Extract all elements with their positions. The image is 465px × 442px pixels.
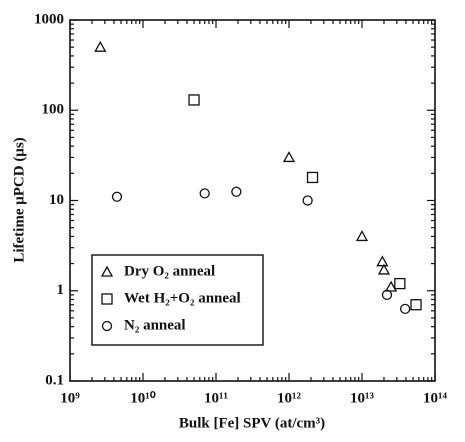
marker-triangle [355,230,369,242]
marker-triangle [100,265,114,277]
y-axis-label: Lifetime μPCD (μs) [11,137,27,262]
marker-circle [111,191,123,202]
y-tick-label: 10 [49,192,64,208]
marker-triangle [384,280,398,292]
marker-circle [199,188,210,199]
x-tick-label: 10¹¹ [204,390,228,406]
marker-circle [302,195,313,206]
x-tick-label: 10⁹ [60,390,80,406]
marker-triangle [376,255,389,267]
x-axis-label: Bulk [Fe] SPV (at/cm³) [179,415,325,431]
marker-square [306,171,319,184]
x-tick-label: 10¹⁰ [130,390,156,406]
marker-square [394,277,406,290]
marker-circle [399,303,411,315]
marker-circle [231,186,242,197]
x-tick-label: 10¹³ [350,390,374,406]
marker-square [410,299,422,311]
marker-triangle [282,151,296,163]
y-tick-label: 100 [42,102,65,118]
x-tick-label: 10¹⁴ [423,390,447,406]
y-tick-label: 0.1 [45,372,64,388]
marker-circle [101,320,113,332]
legend-label: Wet H₂+O₂ anneal [124,290,241,306]
legend-label: Dry O₂ anneal [124,263,215,279]
legend-label: N₂ anneal [124,317,186,333]
marker-square [188,94,200,106]
marker-triangle [377,263,391,275]
y-tick-label: 1000 [34,11,64,27]
y-tick-label: 1 [57,282,65,298]
marker-square [101,293,113,305]
legend-box [91,254,264,346]
x-tick-label: 10¹² [277,390,301,406]
marker-triangle [94,40,107,52]
marker-circle [381,289,393,301]
